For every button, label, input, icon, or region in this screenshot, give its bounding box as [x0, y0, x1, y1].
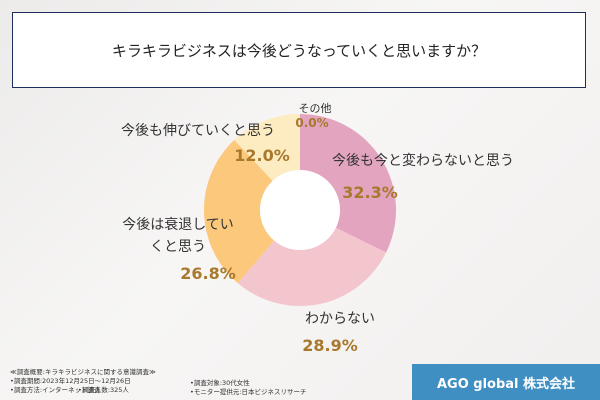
value-label: 0.0%	[295, 116, 329, 130]
pie-slice	[237, 227, 387, 307]
value-label: 28.9%	[302, 336, 358, 355]
survey-note: •調査方法:インターネット調査	[10, 386, 101, 394]
brand-logo: AGO global 株式会社	[412, 364, 600, 400]
survey-note: •調査対象:30代女性	[190, 379, 250, 387]
slice-label: その他	[298, 102, 332, 115]
donut-hole	[260, 170, 340, 250]
value-label: 12.0%	[234, 146, 290, 165]
slice-label: 今後は衰退していくと思う	[122, 217, 234, 255]
survey-note: •調査人数:325人	[78, 386, 129, 394]
survey-note: •モニター提供元:日本ビジネスリサーチ	[190, 388, 307, 396]
chart-title: キラキラビジネスは今後どうなっていくと思いますか？	[12, 12, 586, 88]
survey-note: ≪調査概要:キラキラビジネスに関する意識調査≫	[10, 368, 156, 376]
value-label: 32.3%	[342, 183, 398, 202]
value-label: 26.8%	[180, 264, 236, 283]
survey-note: •調査期間:2023年12月25日〜12月26日	[10, 377, 131, 385]
slice-label: 今後も今と変わらないと思う	[332, 153, 514, 169]
pie-slice	[234, 114, 300, 181]
slice-label: わからない	[305, 311, 375, 327]
pie-slice	[203, 140, 275, 284]
slice-label: 今後も伸びていくと思う	[121, 123, 275, 139]
pie-slice	[300, 114, 396, 253]
